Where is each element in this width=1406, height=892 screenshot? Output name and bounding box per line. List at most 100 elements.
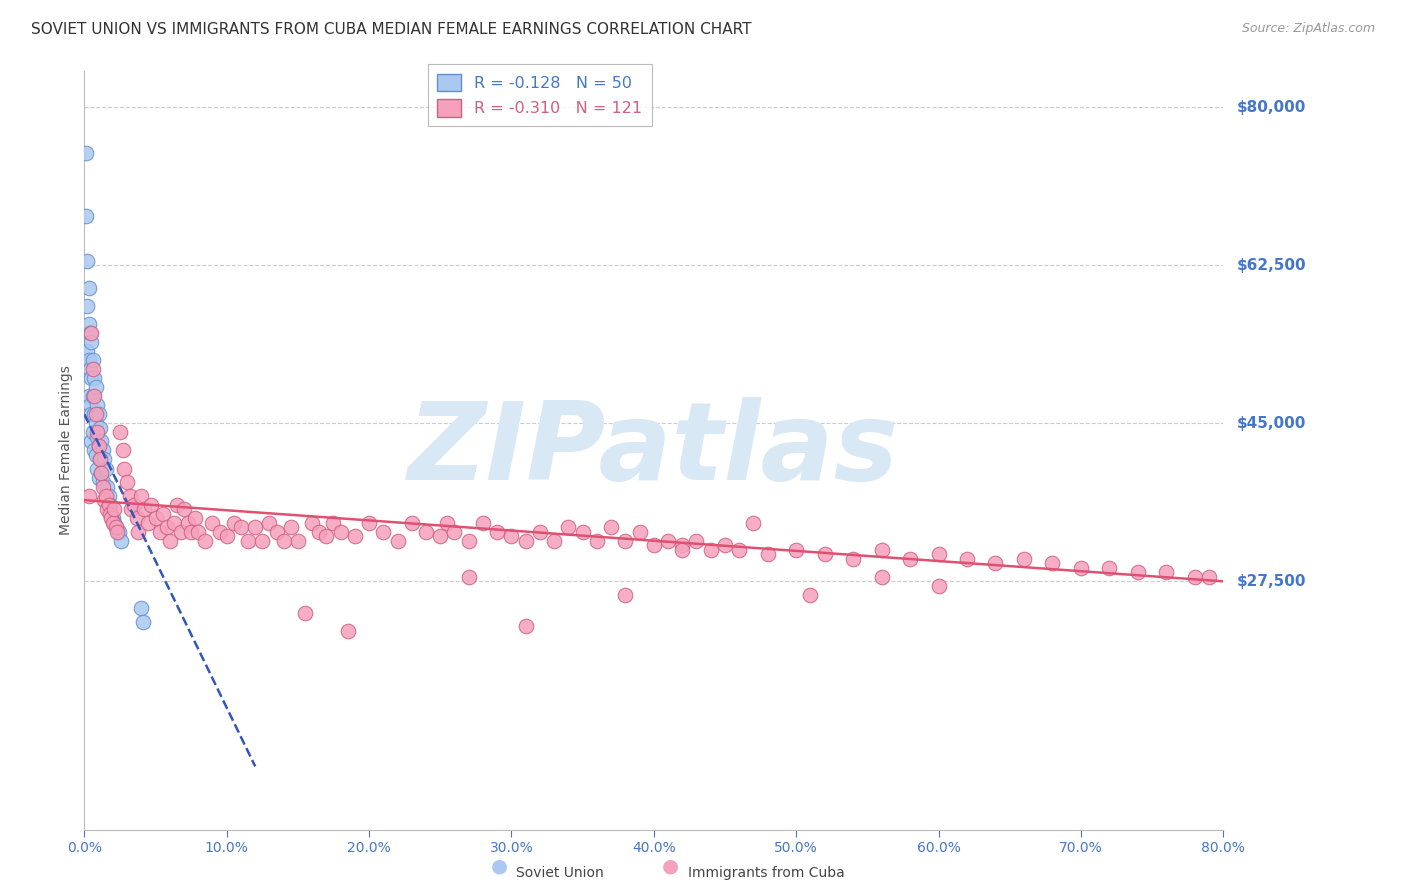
Point xyxy=(1198,570,1220,584)
Point xyxy=(91,475,114,489)
Point xyxy=(86,461,108,475)
Point xyxy=(543,533,565,548)
Point xyxy=(108,425,131,440)
Point xyxy=(75,209,97,223)
Point xyxy=(294,606,316,620)
Point xyxy=(756,547,779,561)
Point xyxy=(928,579,950,593)
Point xyxy=(177,516,200,530)
Point xyxy=(93,493,115,508)
Point xyxy=(101,516,124,530)
Point xyxy=(1070,561,1092,575)
Point xyxy=(120,502,142,516)
Point xyxy=(586,533,609,548)
Point xyxy=(94,489,117,503)
Point xyxy=(80,335,103,350)
Point xyxy=(571,524,593,539)
Point xyxy=(83,443,105,458)
Point xyxy=(472,516,495,530)
Point xyxy=(180,524,202,539)
Point xyxy=(343,529,366,543)
Point xyxy=(83,389,105,403)
Point xyxy=(87,408,110,422)
Point xyxy=(387,533,409,548)
Point xyxy=(956,551,979,566)
Point xyxy=(457,570,479,584)
Text: ZIPatlas: ZIPatlas xyxy=(408,398,900,503)
Point xyxy=(1156,566,1178,580)
Point xyxy=(76,344,98,359)
Point xyxy=(329,524,352,539)
Point xyxy=(125,511,148,525)
Point xyxy=(131,489,153,503)
Point xyxy=(842,551,865,566)
Point xyxy=(107,524,129,539)
Point xyxy=(84,448,107,462)
Point xyxy=(87,439,110,453)
Point xyxy=(1126,566,1149,580)
Point xyxy=(170,524,193,539)
Point xyxy=(93,452,115,467)
Point xyxy=(96,479,118,493)
Point xyxy=(984,556,1007,570)
Point xyxy=(118,489,141,503)
Point xyxy=(600,520,623,534)
Point xyxy=(814,547,837,561)
Point xyxy=(98,507,121,521)
Text: Source: ZipAtlas.com: Source: ZipAtlas.com xyxy=(1241,22,1375,36)
Point xyxy=(156,520,179,534)
Point xyxy=(97,498,120,512)
Point xyxy=(229,520,252,534)
Point xyxy=(83,371,105,385)
Point xyxy=(100,511,122,525)
Point xyxy=(714,538,737,552)
Point xyxy=(97,489,120,503)
Point xyxy=(870,542,893,557)
Point xyxy=(700,542,723,557)
Point xyxy=(90,466,112,480)
Point xyxy=(138,516,160,530)
Point xyxy=(728,542,751,557)
Point xyxy=(94,461,117,475)
Point xyxy=(457,533,479,548)
Point xyxy=(163,516,186,530)
Point xyxy=(89,452,111,467)
Point xyxy=(79,326,101,340)
Point xyxy=(515,619,537,633)
Point xyxy=(159,533,181,548)
Point xyxy=(486,524,509,539)
Point xyxy=(80,326,103,340)
Point xyxy=(785,542,807,557)
Point xyxy=(1098,561,1121,575)
Point xyxy=(373,524,395,539)
Text: Soviet Union: Soviet Union xyxy=(516,865,603,880)
Point xyxy=(628,524,651,539)
Point xyxy=(245,520,267,534)
Point xyxy=(614,588,637,602)
Point xyxy=(82,389,104,403)
Point xyxy=(429,529,451,543)
Point xyxy=(187,524,209,539)
Point xyxy=(80,371,103,385)
Point xyxy=(141,498,163,512)
Point xyxy=(149,524,172,539)
Point xyxy=(208,524,231,539)
Point xyxy=(184,511,207,525)
Text: $80,000: $80,000 xyxy=(1237,100,1306,115)
Point xyxy=(90,434,112,449)
Point xyxy=(103,502,125,516)
Point xyxy=(105,524,128,539)
Point xyxy=(112,461,135,475)
Point xyxy=(301,516,323,530)
Text: $62,500: $62,500 xyxy=(1237,258,1306,273)
Point xyxy=(671,542,693,557)
Point xyxy=(91,479,114,493)
Point xyxy=(80,434,103,449)
Point xyxy=(98,498,121,512)
Point xyxy=(89,421,111,435)
Point xyxy=(96,502,118,516)
Point xyxy=(82,362,104,376)
Point xyxy=(103,516,125,530)
Point xyxy=(201,516,224,530)
Point xyxy=(336,624,359,638)
